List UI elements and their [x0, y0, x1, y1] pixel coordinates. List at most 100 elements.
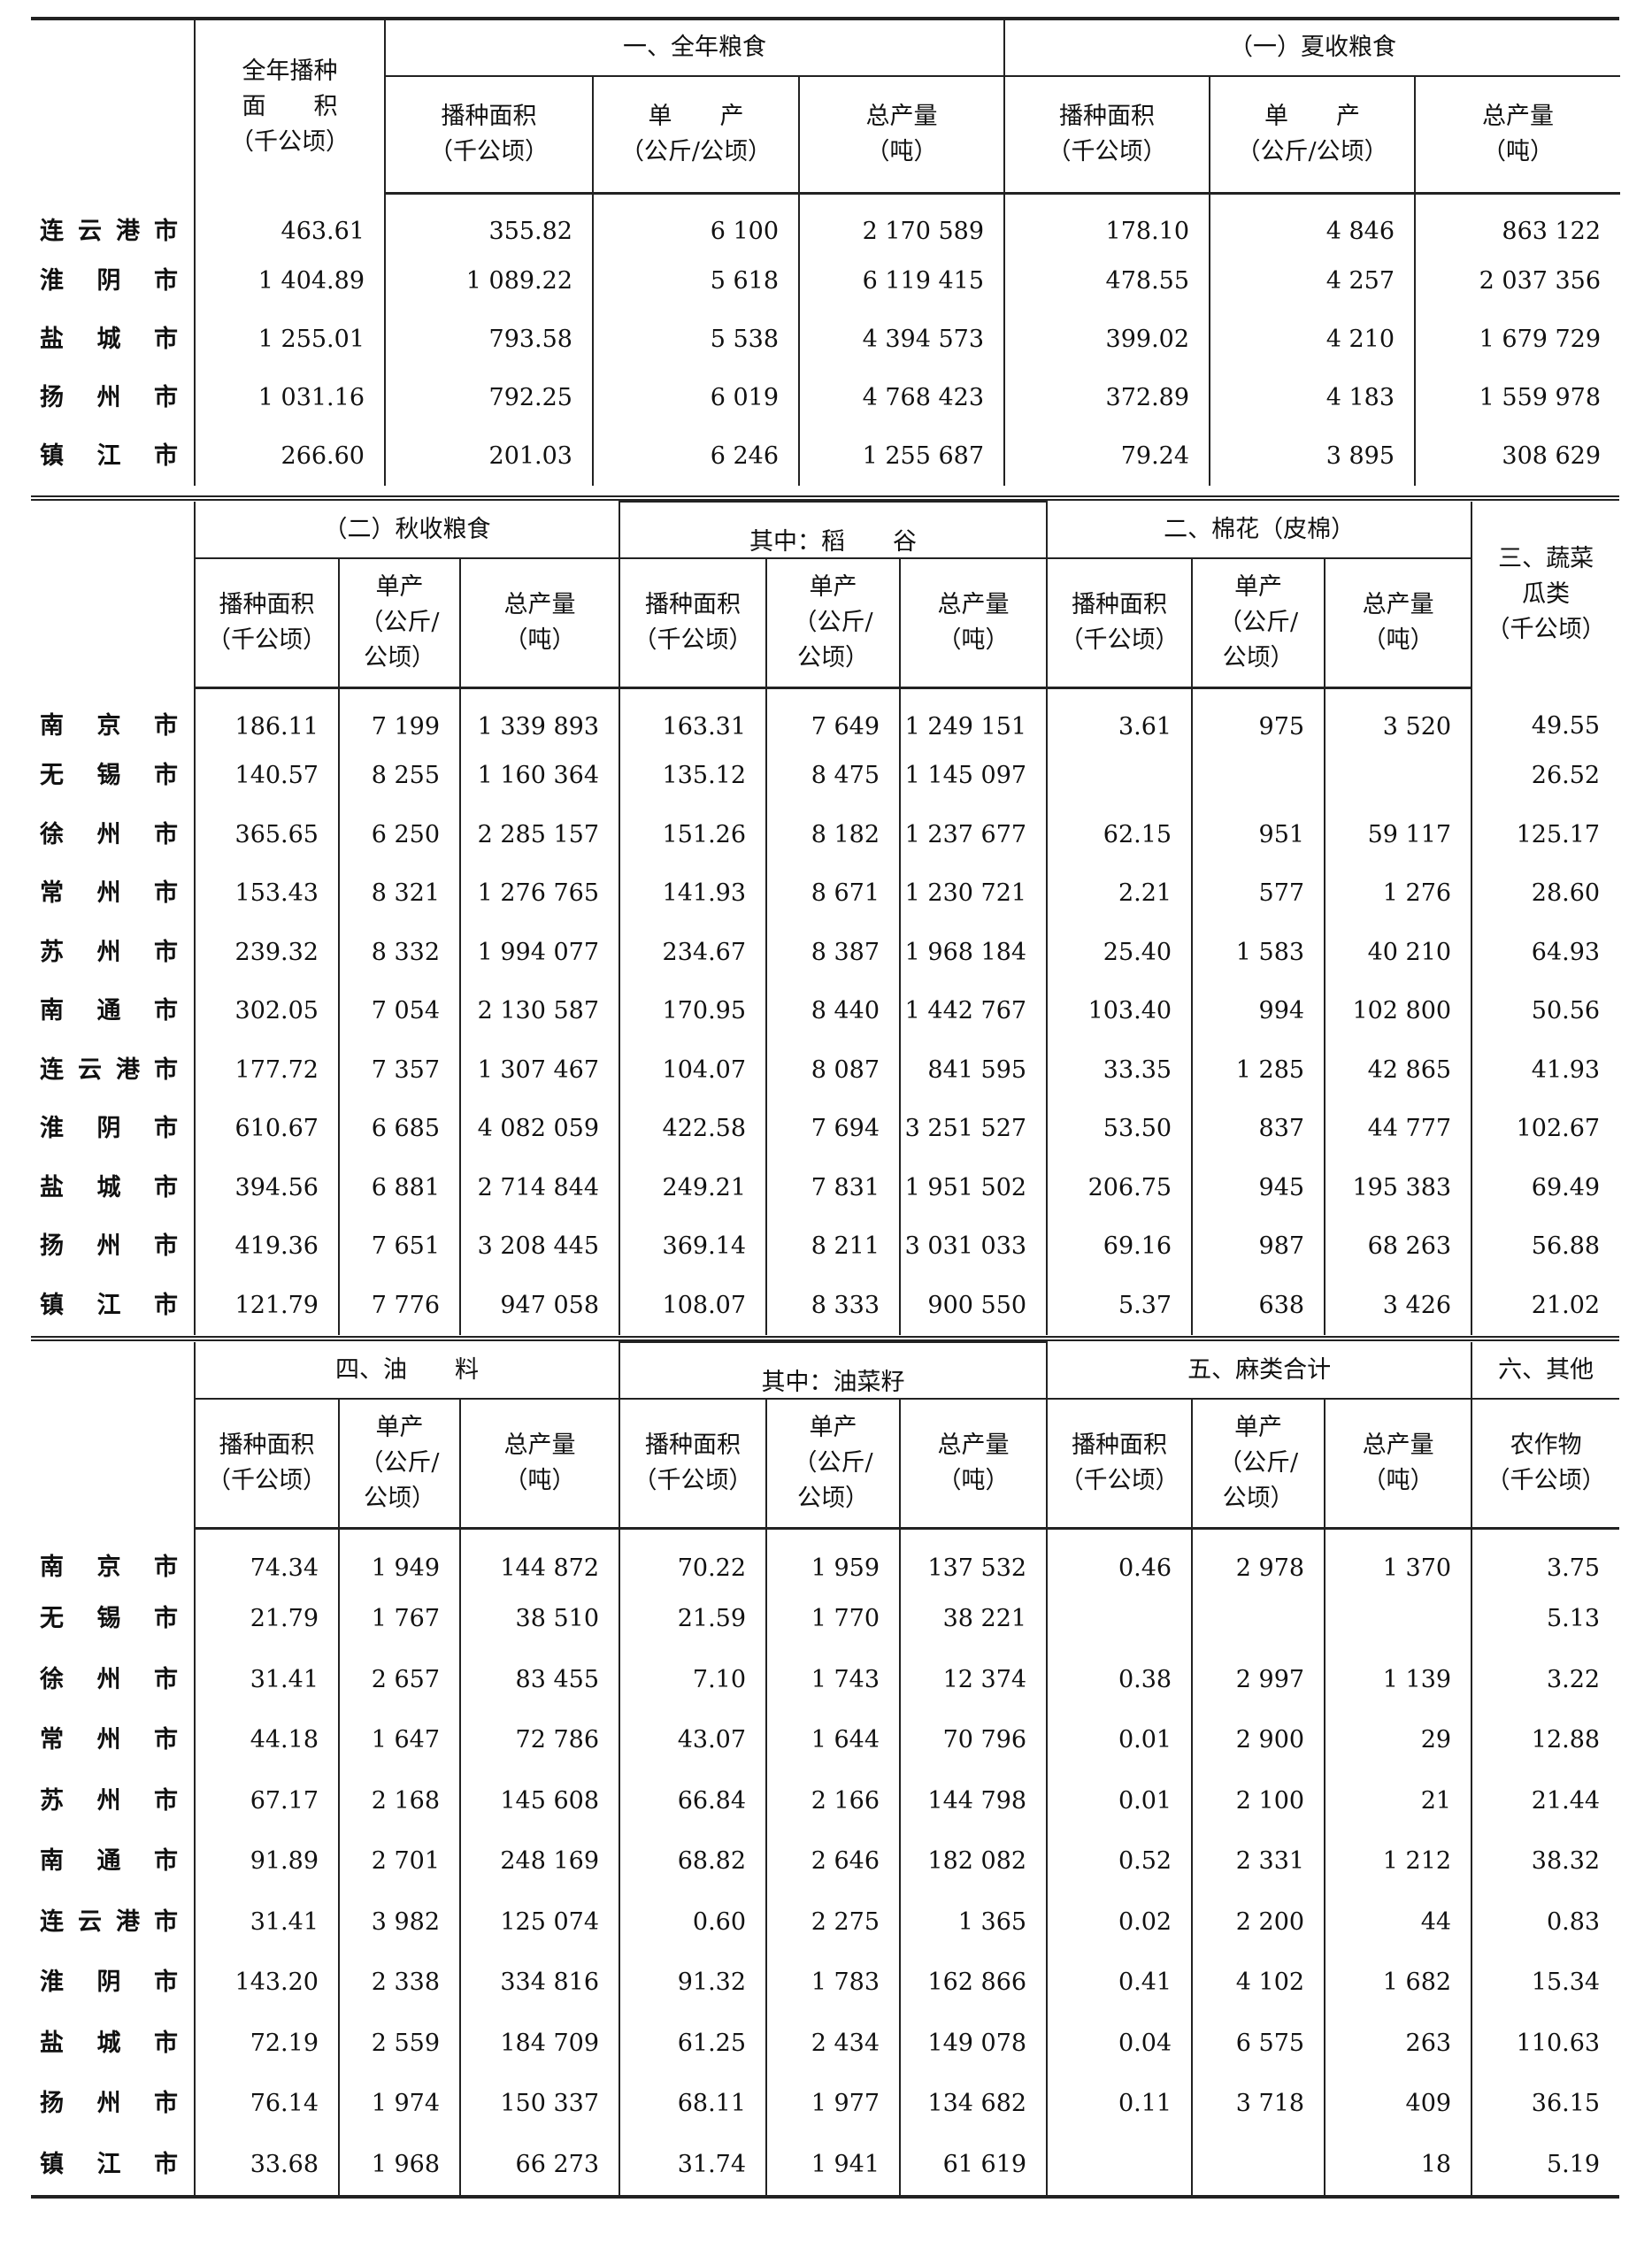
data-cell: 1 559 978 [1414, 368, 1621, 427]
data-cell: 8 321 [338, 864, 460, 924]
table-row: 南通市 91.89 2 701 248 169 68.82 2 646 182 082 0.5… [31, 1831, 1620, 1892]
data-cell: 302.05 [194, 982, 339, 1041]
data-cell: 15.34 [1471, 1953, 1620, 2014]
data-cell: 1 959 [765, 1528, 901, 1589]
data-cell [1046, 2134, 1193, 2195]
table-row: 徐州市 365.65 6 250 2 285 157 151.26 8 182 1 237 … [31, 805, 1620, 864]
data-cell: 7 199 [338, 687, 460, 747]
data-cell: 25.40 [1046, 923, 1193, 982]
data-cell: 66.84 [619, 1770, 767, 1831]
data-cell: 72 786 [458, 1710, 620, 1771]
group-header-row: 全年播种 面 积 （千公顷） 一、全年粮食 （一）夏收粮食 [31, 20, 1621, 194]
data-cell: 8 255 [338, 747, 460, 806]
table-section-autumn-grain-cotton: （二）秋收粮食 其中：稻 谷二、棉花（皮棉） 三、蔬菜 瓜类 （千公顷） 播种面积 （… [31, 495, 1620, 1335]
city-name: 淮阴市 [40, 1969, 178, 1997]
column-header: 总产量 （吨） [1324, 1399, 1472, 1530]
city-name: 常州市 [40, 879, 178, 908]
data-cell: 4 394 573 [797, 310, 1005, 369]
table-row: 镇江市 121.79 7 776 947 058 108.07 8 333 900 550 5… [31, 1276, 1620, 1335]
data-cell: 355.82 [384, 193, 593, 252]
data-cell: 21.44 [1471, 1770, 1620, 1831]
data-cell: 72.19 [194, 2013, 339, 2074]
data-cell: 3 895 [1209, 426, 1416, 486]
data-cell: 2 168 [338, 1770, 460, 1831]
table-row: 南通市 302.05 7 054 2 130 587 170.95 8 440 1 442 … [31, 982, 1620, 1041]
table-row: 苏州市 239.32 8 332 1 994 077 234.67 8 387 1 968 … [31, 923, 1620, 982]
data-cell: 3.22 [1471, 1649, 1620, 1710]
data-cell: 21.59 [619, 1589, 767, 1650]
data-cell: 1 767 [338, 1589, 460, 1650]
data-cell: 1 647 [338, 1710, 460, 1771]
data-cell: 8 475 [765, 747, 901, 806]
city-name: 淮阴市 [40, 266, 178, 295]
table-row: 扬州市 76.14 1 974 150 337 68.11 1 977 134 682 0.1… [31, 2074, 1620, 2135]
data-cell: 2 338 [338, 1953, 460, 2014]
data-cell: 8 087 [765, 1040, 901, 1100]
data-cell: 1 644 [765, 1710, 901, 1771]
data-cell [1324, 1589, 1472, 1650]
data-cell: 26.52 [1471, 747, 1620, 806]
data-cell: 108.07 [619, 1276, 767, 1335]
data-cell: 28.60 [1471, 864, 1620, 924]
data-cell: 8 333 [765, 1276, 901, 1335]
data-cell: 91.32 [619, 1953, 767, 2014]
data-cell: 125.17 [1471, 805, 1620, 864]
column-header: 总产量 （吨） [899, 1399, 1048, 1530]
data-cell: 3 982 [338, 1892, 460, 1953]
data-cell: 134 682 [899, 2074, 1048, 2135]
data-cell: 5.13 [1471, 1589, 1620, 1650]
data-cell: 1 977 [765, 2074, 901, 2135]
data-table: （二）秋收粮食 其中：稻 谷二、棉花（皮棉） 三、蔬菜 瓜类 （千公顷） 播种面积 （… [31, 501, 1620, 1335]
city-name: 苏州市 [40, 938, 178, 966]
data-cell: 2 701 [338, 1831, 460, 1892]
column-header: 播种面积 （千公顷） [619, 1399, 767, 1530]
data-cell: 4 210 [1209, 310, 1416, 369]
data-cell: 0.11 [1046, 2074, 1193, 2135]
data-cell: 3 031 033 [899, 1217, 1048, 1277]
column-header: 总产量 （吨） [1324, 558, 1472, 689]
data-cell: 1 968 184 [899, 923, 1048, 982]
sub-header-row: 播种面积 （千公顷）单 产 （公斤/公顷） 总产量 （吨） 播种面积 （千公顷）单 … [31, 76, 1621, 195]
table-row: 盐城市 72.19 2 559 184 709 61.25 2 434 149 078 0.0… [31, 2013, 1620, 2074]
data-cell: 2 130 587 [458, 982, 620, 1041]
column-header: 单产 （公斤/ 公顷） [765, 558, 901, 689]
data-cell: 3 251 527 [899, 1100, 1048, 1159]
data-cell: 67.17 [194, 1770, 339, 1831]
data-cell: 2.21 [1046, 864, 1193, 924]
city-name: 盐城市 [40, 325, 178, 353]
data-cell: 170.95 [619, 982, 767, 1041]
data-cell: 3 718 [1191, 2074, 1325, 2135]
data-cell: 3 208 445 [458, 1217, 620, 1277]
data-cell: 2 100 [1191, 1770, 1325, 1831]
data-cell: 4 102 [1191, 1953, 1325, 2014]
data-cell: 162 866 [899, 1953, 1048, 2014]
group-header: （一）夏收粮食 [1003, 20, 1621, 77]
data-cell: 2 170 589 [797, 193, 1005, 252]
data-cell: 4 082 059 [458, 1100, 620, 1159]
city-name: 连云港市 [40, 1055, 178, 1084]
data-cell: 1 307 467 [458, 1040, 620, 1100]
city-name: 扬州市 [40, 2090, 178, 2118]
city-name: 盐城市 [40, 2029, 178, 2057]
city-name: 连云港市 [40, 217, 178, 245]
data-cell: 4 846 [1209, 193, 1416, 252]
data-cell: 0.02 [1046, 1892, 1193, 1953]
data-cell: 33.35 [1046, 1040, 1193, 1100]
data-cell: 234.67 [619, 923, 767, 982]
city-name: 徐州市 [40, 820, 178, 848]
data-cell: 1 365 [899, 1892, 1048, 1953]
data-cell: 1 212 [1324, 1831, 1472, 1892]
data-cell: 7 831 [765, 1158, 901, 1217]
column-header: 单 产 （公斤/公顷） [1209, 76, 1416, 195]
column-header: 单产 （公斤/ 公顷） [1191, 558, 1325, 689]
data-cell: 0.60 [619, 1892, 767, 1953]
data-cell: 7 357 [338, 1040, 460, 1100]
data-cell: 151.26 [619, 805, 767, 864]
group-header: 其中：油菜籽 [619, 1341, 1048, 1400]
data-cell: 44 777 [1324, 1100, 1472, 1159]
data-cell: 863 122 [1414, 193, 1621, 252]
data-cell: 7 054 [338, 982, 460, 1041]
data-cell: 1 249 151 [899, 687, 1048, 747]
data-cell: 68 263 [1324, 1217, 1472, 1277]
data-cell: 61.25 [619, 2013, 767, 2074]
